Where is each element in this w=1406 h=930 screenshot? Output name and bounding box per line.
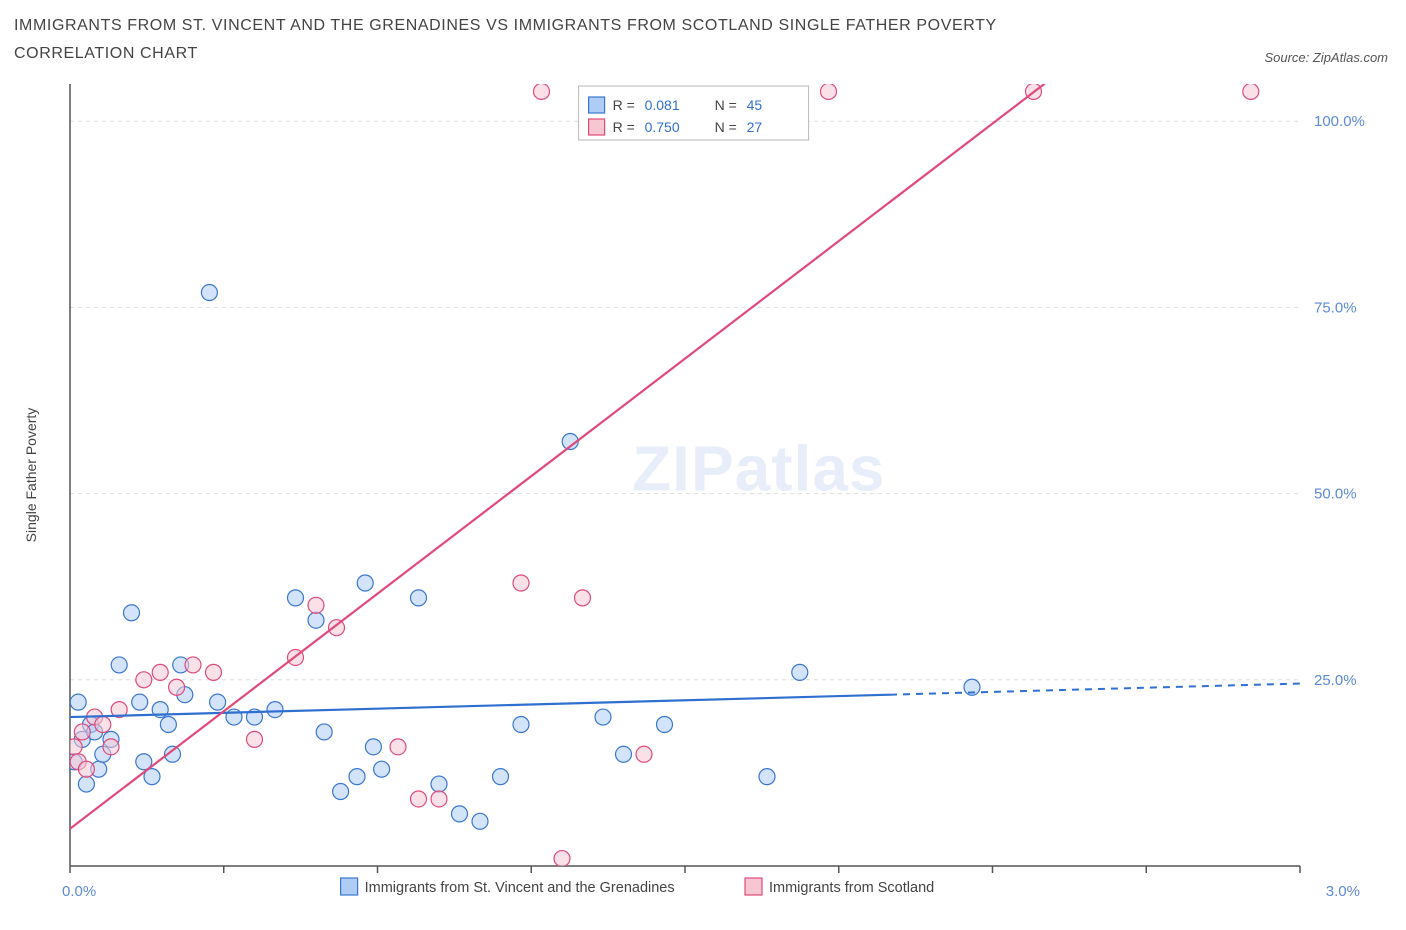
data-point xyxy=(70,694,86,710)
chart-area: 25.0% 50.0% 75.0% 100.0% Single Father Pover… xyxy=(14,84,1392,916)
legend-r-label: R = xyxy=(613,119,635,135)
legend-r-label: R = xyxy=(613,97,635,113)
data-point xyxy=(513,575,529,591)
data-point xyxy=(792,664,808,680)
data-point xyxy=(78,776,94,792)
legend-bottom-swatch xyxy=(745,878,762,895)
trend-line xyxy=(70,695,890,717)
y-tick-label: 100.0% xyxy=(1314,113,1365,130)
data-point xyxy=(136,672,152,688)
legend-swatch xyxy=(589,119,605,135)
data-point xyxy=(390,739,406,755)
x-axis-min-label: 0.0% xyxy=(62,883,96,900)
data-point xyxy=(288,590,304,606)
y-tick-label: 75.0% xyxy=(1314,299,1357,316)
data-point xyxy=(357,575,373,591)
data-point xyxy=(452,806,468,822)
x-axis-max-label: 3.0% xyxy=(1326,883,1360,900)
data-point xyxy=(247,731,263,747)
legend-n-label: N = xyxy=(715,119,737,135)
source-attribution: Source: ZipAtlas.com xyxy=(1264,50,1388,65)
legend-bottom-label: Immigrants from Scotland xyxy=(769,880,934,896)
data-point xyxy=(160,716,176,732)
data-point xyxy=(185,657,201,673)
legend-bottom-swatch xyxy=(341,878,358,895)
data-point xyxy=(308,612,324,628)
legend-n-value: 45 xyxy=(747,97,763,113)
data-point xyxy=(132,694,148,710)
data-point xyxy=(431,791,447,807)
trend-line xyxy=(70,84,1054,829)
data-point xyxy=(103,739,119,755)
data-point xyxy=(534,84,550,99)
data-point xyxy=(349,769,365,785)
data-point xyxy=(210,694,226,710)
data-point xyxy=(554,851,570,867)
legend-swatch xyxy=(589,97,605,113)
data-point xyxy=(365,739,381,755)
legend-n-value: 27 xyxy=(747,119,763,135)
data-point xyxy=(169,679,185,695)
trend-line-extrapolated xyxy=(890,684,1300,695)
data-point xyxy=(493,769,509,785)
data-point xyxy=(513,716,529,732)
legend-n-label: N = xyxy=(715,97,737,113)
scatter-chart-svg: 25.0% 50.0% 75.0% 100.0% Single Father Pover… xyxy=(14,84,1392,916)
series-svg xyxy=(66,285,980,830)
y-tick-label: 25.0% xyxy=(1314,672,1357,689)
data-point xyxy=(308,597,324,613)
legend-r-value: 0.081 xyxy=(645,97,680,113)
data-point xyxy=(333,784,349,800)
data-point xyxy=(472,813,488,829)
data-point xyxy=(206,664,222,680)
data-point xyxy=(1243,84,1259,99)
data-point xyxy=(636,746,652,762)
data-point xyxy=(431,776,447,792)
data-point xyxy=(411,791,427,807)
data-point xyxy=(201,285,217,301)
data-point xyxy=(411,590,427,606)
y-axis-label: Single Father Poverty xyxy=(23,408,39,543)
data-point xyxy=(316,724,332,740)
trend-scot xyxy=(70,84,1054,829)
data-point xyxy=(267,702,283,718)
data-point xyxy=(759,769,775,785)
legend-r-value: 0.750 xyxy=(645,119,680,135)
data-point xyxy=(821,84,837,99)
data-point xyxy=(616,746,632,762)
watermark: ZIPatlas xyxy=(632,433,885,505)
data-point xyxy=(374,761,390,777)
data-point xyxy=(95,716,111,732)
data-point xyxy=(575,590,591,606)
data-point xyxy=(152,664,168,680)
chart-title: IMMIGRANTS FROM ST. VINCENT AND THE GREN… xyxy=(14,12,1064,68)
data-point xyxy=(657,716,673,732)
data-point xyxy=(595,709,611,725)
y-tick-label: 50.0% xyxy=(1314,486,1357,503)
data-point xyxy=(66,739,82,755)
data-point xyxy=(74,724,90,740)
legend-bottom-label: Immigrants from St. Vincent and the Gren… xyxy=(365,880,675,896)
data-point xyxy=(78,761,94,777)
data-point xyxy=(124,605,140,621)
data-point xyxy=(111,657,127,673)
